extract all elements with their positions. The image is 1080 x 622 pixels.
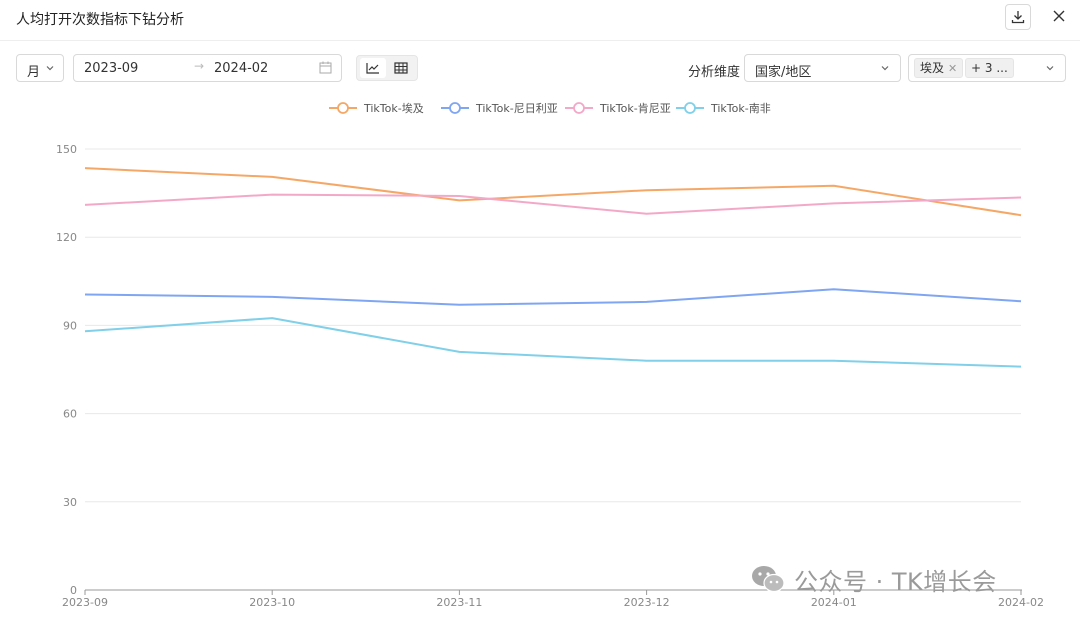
dimension-select[interactable]: 国家/地区 — [744, 54, 901, 82]
x-tick-label: 2024-02 — [998, 596, 1044, 609]
legend-label: TikTok-埃及 — [363, 101, 424, 115]
tag-remove-icon[interactable]: ✕ — [948, 62, 958, 75]
x-tick-label: 2023-12 — [624, 596, 670, 609]
legend-swatch-marker — [337, 102, 349, 114]
wechat-icon — [752, 566, 785, 593]
region-tag: 埃及 ✕ — [914, 58, 964, 78]
date-range-picker[interactable]: 2023-09 → 2024-02 — [73, 54, 342, 82]
y-tick-label: 30 — [63, 496, 77, 509]
y-tick-label: 60 — [63, 408, 77, 421]
legend-item: TikTok-南非 — [676, 102, 771, 115]
chart-series — [84, 167, 1022, 368]
watermark-text: 公众号 · TK增长会 — [794, 567, 997, 596]
legend-swatch-marker — [684, 102, 696, 114]
y-tick-label: 150 — [56, 143, 77, 156]
x-axis: 2023-09 2023-10 2023-11 2023-12 2024-01 2024-… — [62, 589, 1044, 609]
table-view-button[interactable] — [388, 58, 414, 78]
region-multiselect[interactable]: 埃及 ✕ + 3 ... — [908, 54, 1066, 82]
chevron-down-icon — [1046, 66, 1054, 71]
close-button[interactable] — [1048, 5, 1070, 27]
x-tick-label: 2023-11 — [436, 596, 482, 609]
more-tags[interactable]: + 3 ... — [965, 58, 1014, 78]
date-separator: → — [194, 59, 205, 73]
legend-item: TikTok-埃及 — [329, 101, 424, 115]
dialog-title: 人均打开次数指标下钻分析 — [16, 12, 184, 28]
dimension-label: 分析维度 — [688, 65, 741, 80]
dialog-header: 人均打开次数指标下钻分析 — [0, 0, 1080, 41]
chevron-down-icon — [46, 66, 54, 71]
date-end[interactable]: 2024-02 — [214, 61, 269, 76]
x-tick-label: 2023-10 — [249, 596, 295, 609]
dimension-value: 国家/地区 — [755, 65, 812, 80]
legend-item: TikTok-肯尼亚 — [565, 102, 671, 115]
legend-swatch-marker — [449, 102, 461, 114]
series-line — [84, 193, 1022, 215]
y-tick-label: 120 — [56, 231, 77, 244]
y-tick-label: 0 — [70, 584, 77, 597]
close-icon — [1053, 10, 1065, 22]
chart-grid: 0 30 60 90 120 150 — [56, 143, 1021, 597]
period-value: 月 — [27, 65, 41, 80]
download-icon — [1011, 11, 1025, 24]
legend-label: TikTok-南非 — [710, 102, 771, 115]
calendar-icon — [319, 61, 332, 74]
x-tick-label: 2024-01 — [811, 596, 857, 609]
series-line — [84, 167, 1022, 217]
x-tick-label: 2023-09 — [62, 596, 108, 609]
download-button[interactable] — [1005, 4, 1031, 30]
line-chart: TikTok-埃及 TikTok-尼日利亚 TikTok-肯尼亚 TikTok-南非 … — [56, 101, 1044, 609]
y-tick-label: 90 — [63, 319, 77, 332]
period-select[interactable]: 月 — [16, 54, 64, 82]
table-icon — [394, 62, 408, 74]
series-line — [84, 317, 1022, 368]
series-line — [84, 288, 1022, 306]
chart-legend: TikTok-埃及 TikTok-尼日利亚 TikTok-肯尼亚 TikTok-南非 — [329, 101, 771, 115]
legend-label: TikTok-肯尼亚 — [599, 102, 671, 115]
line-view-button[interactable] — [360, 58, 386, 78]
legend-item: TikTok-尼日利亚 — [441, 102, 558, 115]
legend-swatch-marker — [573, 102, 585, 114]
chevron-down-icon — [881, 66, 889, 71]
line-chart-icon — [366, 63, 379, 74]
watermark: 公众号 · TK增长会 — [750, 562, 997, 596]
date-start[interactable]: 2023-09 — [84, 61, 139, 76]
view-toggle — [356, 55, 418, 81]
legend-label: TikTok-尼日利亚 — [475, 102, 558, 115]
region-tag-label: 埃及 — [920, 61, 945, 75]
